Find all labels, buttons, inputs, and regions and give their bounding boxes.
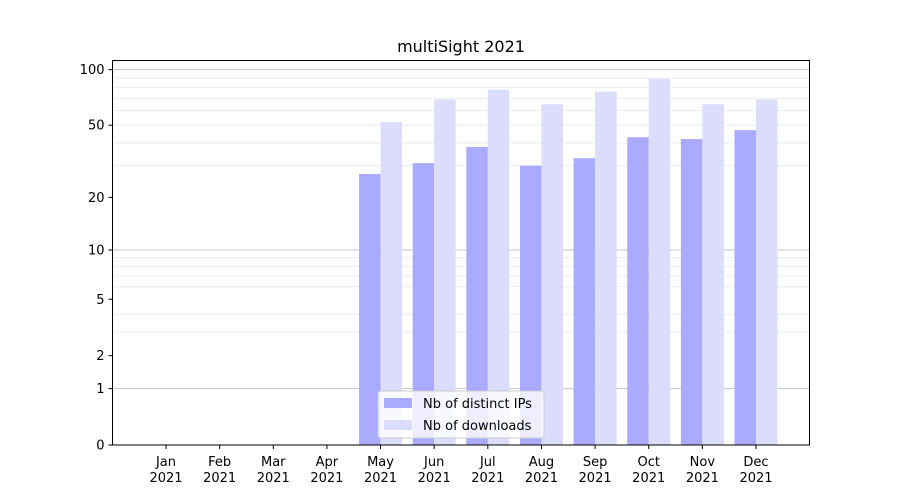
legend-swatch-ips [384,398,412,408]
plot-frame [112,60,810,446]
legend-label-ips: Nb of distinct IPs [423,397,532,412]
x-tick-label-year: 2021 [632,471,665,486]
x-tick-label-month: Dec [743,455,768,470]
legend-swatch-downloads [384,420,412,430]
x-tick-label-month: Mar [261,455,286,470]
bar-distinct-ips [359,173,381,445]
x-tick-label-year: 2021 [739,471,772,486]
y-tick-label: 50 [88,119,105,134]
bar-downloads [756,99,778,446]
x-tick-label-month: Feb [208,455,231,470]
x-tick-label-year: 2021 [686,471,719,486]
bar-distinct-ips [627,137,649,446]
bar-downloads [595,91,617,446]
legend-label-downloads: Nb of downloads [423,419,532,434]
x-tick-label-year: 2021 [257,471,290,486]
y-tick-label: 1 [96,382,104,397]
chart-title: multiSight 2021 [397,37,525,56]
bar-distinct-ips [519,165,542,445]
bar-distinct-ips [734,130,756,445]
x-tick-label-month: Aug [529,455,554,470]
y-tick-label: 0 [96,439,104,454]
bar-downloads [702,104,724,446]
x-tick-label-month: Sep [583,455,608,470]
x-tick-label-year: 2021 [525,471,558,486]
x-tick-label-month: Oct [637,455,659,470]
bar-downloads [487,89,510,446]
x-tick-label-month: Jun [423,455,444,470]
x-tick-label-year: 2021 [149,471,182,486]
y-tick-label: 10 [88,243,105,258]
x-tick-label-month: Apr [316,455,339,470]
x-tick-label-month: Nov [690,455,716,470]
x-axis: Jan2021Feb2021Mar2021Apr2021May2021Jun20… [149,445,773,486]
bar-downloads [380,122,403,445]
bar-downloads [648,79,671,445]
x-tick-label-year: 2021 [364,471,397,486]
bar-downloads [434,99,456,446]
bar-distinct-ips [573,158,596,445]
x-tick-label-year: 2021 [203,471,236,486]
y-tick-label: 2 [96,349,104,364]
x-tick-label-month: May [367,455,394,470]
bar-distinct-ips [466,147,488,446]
x-tick-label-month: Jan [155,455,176,470]
y-tick-label: 5 [96,293,104,308]
y-axis: 0 1 2 5 10 20 50 100 [80,63,113,454]
x-tick-label-year: 2021 [471,471,504,486]
legend: Nb of distinct IPs Nb of downloads [377,390,545,439]
bar-distinct-ips [680,139,703,445]
bar-distinct-ips [412,163,435,445]
x-tick-label-month: Jul [479,455,496,470]
y-tick-label: 100 [80,63,105,78]
legend-frame [377,390,545,439]
bar-downloads [541,104,563,446]
x-tick-label-year: 2021 [418,471,451,486]
y-tick-label: 20 [88,191,105,206]
x-tick-label-year: 2021 [579,471,612,486]
x-tick-label-year: 2021 [310,471,343,486]
bars [359,79,778,446]
